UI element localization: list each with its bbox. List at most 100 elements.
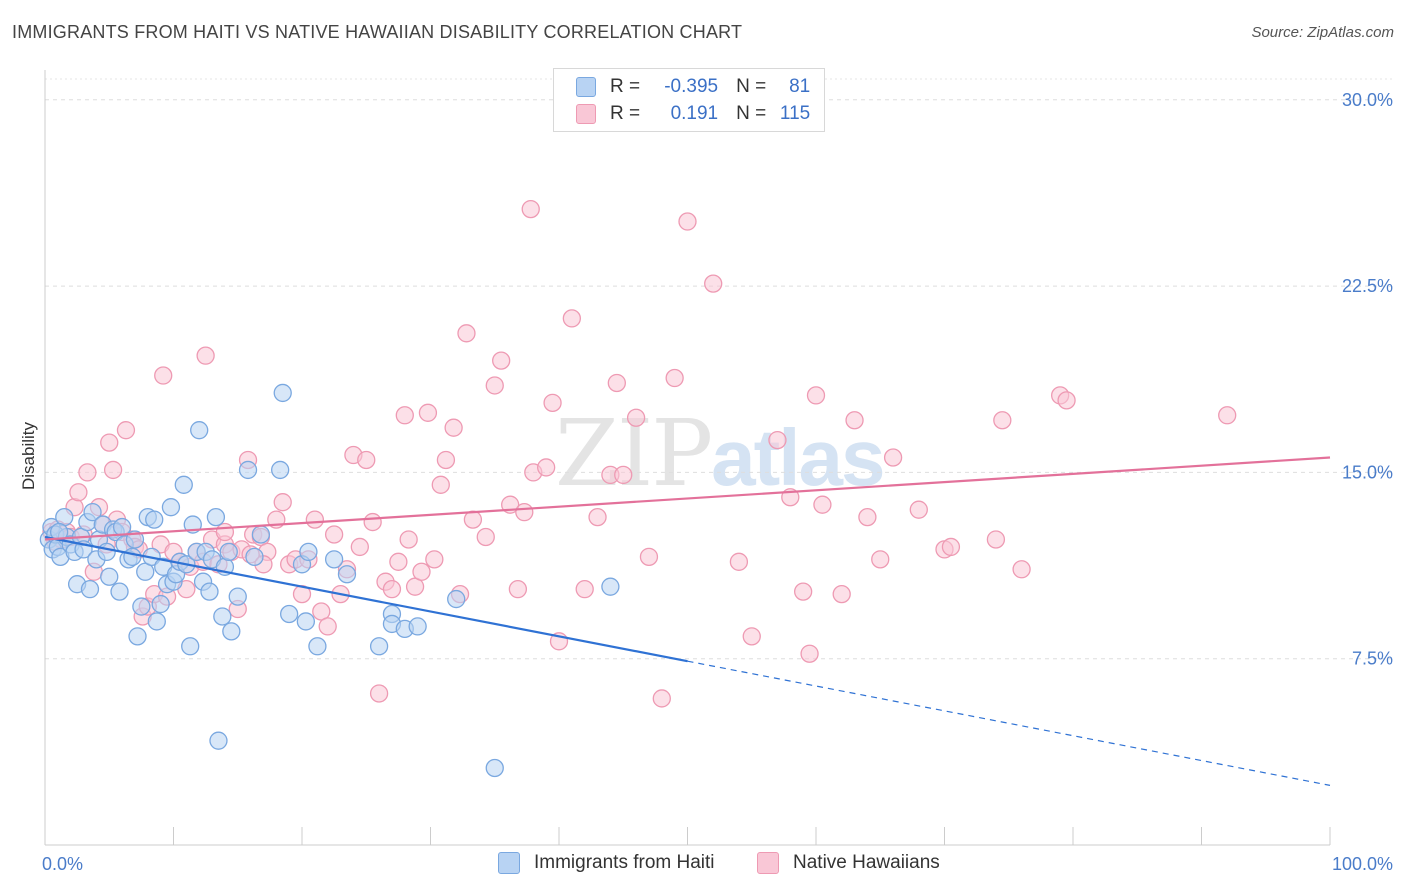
data-point (271, 460, 290, 480)
data-point (883, 448, 903, 467)
legend-swatch-hawaiians (576, 104, 596, 124)
data-point (200, 582, 219, 601)
data-point (986, 530, 1006, 549)
data-point (537, 458, 556, 477)
bottom-legend-label-hawaiians: Native Hawaiians (793, 852, 940, 873)
data-point (357, 450, 376, 470)
data-point (125, 530, 145, 549)
axes (44, 70, 1331, 846)
data-point (69, 483, 88, 502)
data-point (457, 324, 476, 343)
data-point (639, 547, 659, 567)
data-point (492, 351, 511, 370)
y-tick-label: 15.0% (1342, 462, 1393, 482)
data-point (768, 430, 787, 450)
data-point (1057, 391, 1076, 410)
data-point (238, 460, 258, 480)
data-point (190, 421, 209, 440)
tick-labels: 7.5% 15.0% 22.5% 30.0% 0.0% 100.0% (42, 90, 1393, 874)
data-point (626, 408, 646, 427)
legend-n-value: 115 (779, 103, 811, 124)
data-point (206, 507, 226, 527)
data-point (123, 547, 142, 567)
data-point (871, 550, 890, 569)
data-point (100, 433, 119, 452)
data-point (436, 450, 456, 470)
legend-row-hawaiians: R = 0.191 N = 115 (576, 101, 810, 127)
legend-swatch-haiti (576, 77, 596, 97)
trend-line-haiti-extrapolated (687, 660, 1331, 786)
data-point (1012, 560, 1031, 579)
data-point (993, 411, 1012, 430)
y-tick-label: 7.5% (1352, 649, 1393, 669)
data-point (279, 604, 299, 624)
data-point (151, 594, 170, 614)
x-tick-label: 100.0% (1332, 854, 1393, 874)
y-axis-label: Disability (19, 421, 38, 490)
data-point (543, 393, 562, 413)
data-point (909, 500, 928, 519)
data-point (273, 493, 292, 512)
data-point (181, 637, 200, 656)
data-point (299, 542, 318, 562)
grid-lines (45, 78, 1392, 660)
trend-line-haiti (44, 535, 688, 663)
data-point (412, 562, 431, 581)
data-point (601, 577, 620, 596)
data-point (245, 547, 264, 567)
data-point (369, 637, 389, 656)
data-point (116, 421, 136, 440)
trend-line-hawaiians (44, 456, 1331, 541)
data-point (941, 537, 961, 557)
data-point (515, 502, 534, 522)
data-point (729, 552, 749, 571)
data-point (813, 495, 832, 514)
data-point (845, 411, 864, 430)
data-point (832, 584, 851, 604)
data-point (607, 373, 626, 393)
y-tick-label: 30.0% (1342, 90, 1393, 110)
legend-r-value: -0.395 (664, 76, 719, 97)
source-credit: Source: ZipAtlas.com (1251, 24, 1394, 41)
data-point (154, 366, 173, 385)
data-point (425, 550, 444, 569)
trend-lines (44, 456, 1331, 786)
data-point (147, 612, 166, 631)
data-point (83, 502, 102, 522)
data-point (575, 580, 594, 599)
data-point (213, 607, 232, 626)
data-point (324, 550, 344, 569)
series-immigrants-from-haiti (39, 383, 620, 778)
data-point (318, 617, 337, 636)
legend-r-label: R = (610, 76, 641, 97)
x-tick-label: 0.0% (42, 854, 83, 874)
data-point (308, 637, 327, 656)
legend-n-label: N = (736, 76, 767, 97)
legend-r-value: 0.191 (670, 103, 719, 124)
data-point (485, 758, 504, 778)
data-point (363, 512, 382, 532)
data-point (408, 617, 427, 636)
data-point (652, 689, 671, 708)
data-point (100, 567, 119, 586)
data-point (485, 376, 504, 395)
bottom-legend: Immigrants from Haiti Native Hawaiians (0, 852, 1406, 878)
data-point (80, 580, 100, 599)
data-point (97, 542, 116, 562)
data-point (794, 582, 813, 601)
y-tick-label: 22.5% (1342, 276, 1393, 296)
data-point (209, 731, 228, 750)
data-point (806, 386, 826, 405)
data-point (382, 580, 402, 599)
data-point (132, 597, 151, 616)
legend-row-haiti: R = -0.395 N = 81 (576, 74, 810, 100)
bottom-legend-swatch-haiti (498, 852, 520, 874)
data-point (251, 525, 271, 544)
data-point (78, 463, 97, 482)
data-point (174, 475, 193, 494)
data-point (145, 510, 164, 529)
data-point (665, 368, 684, 388)
data-point (508, 580, 528, 599)
legend-n-label: N = (736, 103, 767, 124)
